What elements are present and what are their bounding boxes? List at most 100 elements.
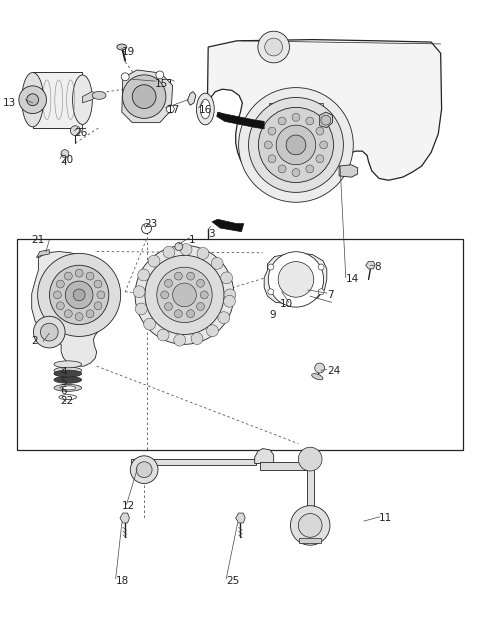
Polygon shape — [61, 364, 74, 371]
Ellipse shape — [54, 367, 82, 374]
Circle shape — [315, 363, 324, 373]
Circle shape — [71, 126, 80, 135]
Circle shape — [64, 310, 72, 318]
Circle shape — [130, 456, 158, 483]
Circle shape — [224, 295, 235, 307]
Circle shape — [268, 155, 276, 163]
Ellipse shape — [22, 73, 44, 127]
Circle shape — [157, 329, 169, 341]
Text: 12: 12 — [122, 500, 135, 510]
Text: 24: 24 — [327, 366, 340, 376]
Circle shape — [61, 150, 69, 157]
Text: 22: 22 — [60, 396, 73, 406]
Polygon shape — [264, 253, 327, 304]
Polygon shape — [36, 250, 49, 258]
Circle shape — [299, 514, 322, 537]
Circle shape — [49, 265, 109, 325]
Polygon shape — [122, 70, 173, 123]
Circle shape — [94, 302, 102, 310]
Circle shape — [75, 313, 83, 320]
Ellipse shape — [54, 361, 82, 368]
Polygon shape — [320, 112, 333, 127]
Circle shape — [316, 127, 324, 135]
Text: 17: 17 — [167, 105, 180, 115]
Circle shape — [173, 283, 196, 307]
Text: 5: 5 — [60, 377, 67, 387]
Circle shape — [144, 319, 156, 330]
Circle shape — [292, 113, 300, 121]
Text: 16: 16 — [199, 105, 212, 115]
Text: 11: 11 — [379, 513, 392, 523]
Polygon shape — [260, 462, 307, 470]
Circle shape — [200, 291, 208, 299]
Polygon shape — [120, 513, 130, 523]
Circle shape — [276, 125, 316, 165]
Circle shape — [86, 310, 94, 318]
Circle shape — [292, 169, 300, 177]
Circle shape — [145, 255, 224, 334]
Circle shape — [161, 291, 168, 299]
Circle shape — [174, 272, 182, 280]
Circle shape — [278, 117, 286, 125]
Circle shape — [187, 272, 194, 280]
Circle shape — [180, 243, 192, 255]
Circle shape — [53, 291, 61, 299]
Text: 19: 19 — [122, 47, 135, 57]
Ellipse shape — [201, 99, 210, 119]
Polygon shape — [187, 92, 196, 105]
Circle shape — [64, 272, 72, 280]
Polygon shape — [236, 513, 245, 523]
Circle shape — [221, 272, 232, 284]
Circle shape — [34, 316, 65, 348]
Circle shape — [264, 141, 272, 149]
Polygon shape — [255, 448, 274, 463]
Circle shape — [197, 248, 209, 260]
Bar — [17, 239, 463, 450]
Circle shape — [290, 505, 330, 545]
Text: 6: 6 — [60, 386, 67, 396]
Circle shape — [249, 98, 343, 192]
Circle shape — [165, 280, 172, 287]
Circle shape — [206, 325, 218, 337]
Circle shape — [174, 334, 186, 346]
Circle shape — [265, 38, 283, 56]
Circle shape — [135, 246, 234, 344]
Circle shape — [196, 303, 204, 310]
Circle shape — [278, 165, 286, 173]
Circle shape — [299, 447, 322, 471]
Circle shape — [268, 252, 324, 307]
Circle shape — [166, 105, 174, 113]
Polygon shape — [61, 374, 74, 380]
Ellipse shape — [59, 394, 77, 399]
Ellipse shape — [54, 384, 82, 391]
Circle shape — [268, 127, 276, 135]
Text: 13: 13 — [3, 98, 16, 108]
Circle shape — [37, 253, 120, 337]
Polygon shape — [133, 465, 155, 475]
Polygon shape — [83, 92, 99, 103]
Ellipse shape — [312, 374, 323, 380]
Text: 25: 25 — [226, 576, 240, 586]
Polygon shape — [366, 261, 375, 269]
Text: 3: 3 — [208, 229, 215, 239]
Circle shape — [318, 289, 324, 295]
Circle shape — [136, 461, 152, 478]
Polygon shape — [269, 103, 323, 115]
Circle shape — [56, 280, 64, 288]
Circle shape — [142, 224, 152, 233]
Circle shape — [40, 323, 58, 341]
Text: 21: 21 — [31, 235, 45, 245]
Circle shape — [73, 289, 85, 301]
Ellipse shape — [72, 75, 92, 124]
Circle shape — [191, 333, 203, 345]
Circle shape — [258, 31, 289, 63]
Circle shape — [211, 258, 223, 269]
Circle shape — [157, 267, 212, 322]
Circle shape — [318, 264, 324, 270]
Text: 10: 10 — [279, 299, 292, 309]
Circle shape — [86, 272, 94, 280]
Circle shape — [268, 264, 274, 270]
Ellipse shape — [196, 93, 214, 125]
Ellipse shape — [92, 92, 106, 99]
Circle shape — [239, 88, 353, 203]
